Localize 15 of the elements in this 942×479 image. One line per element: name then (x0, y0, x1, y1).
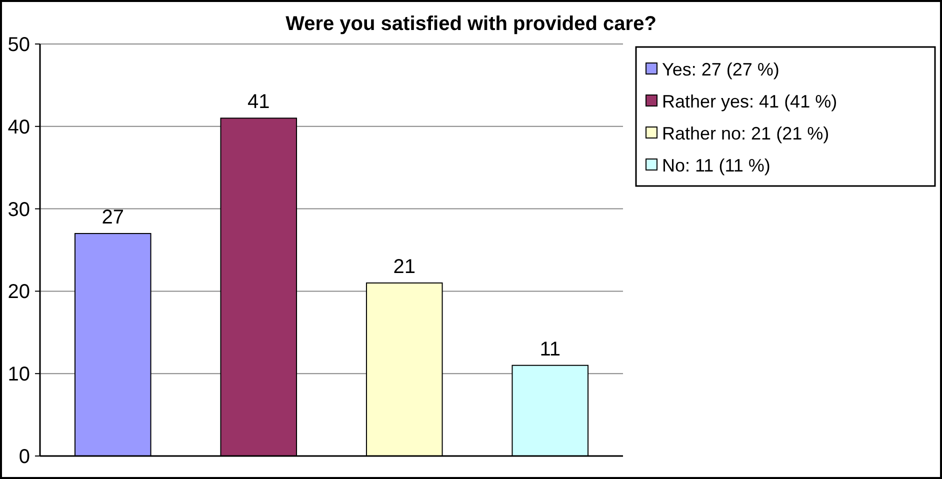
legend-label: Rather yes: 41 (41 %) (662, 91, 838, 112)
y-tick-label: 10 (8, 364, 30, 386)
data-label: 11 (540, 338, 561, 360)
data-label: 41 (248, 91, 270, 114)
data-label: 21 (393, 256, 416, 278)
y-tick-label: 30 (8, 198, 30, 221)
data-label: 27 (102, 206, 124, 229)
y-tick-label: 40 (8, 116, 30, 138)
legend-label: Rather no: 21 (21 %) (662, 123, 830, 144)
y-tick-label: 20 (8, 281, 30, 304)
y-tick-label: 0 (18, 446, 30, 468)
y-tick-label: 50 (8, 34, 30, 56)
chart-title: Were you satisfied with provided care? (286, 13, 656, 35)
legend-label: Yes: 27 (27 %) (662, 59, 780, 80)
legend-label: No: 11 (11 %) (662, 155, 770, 176)
